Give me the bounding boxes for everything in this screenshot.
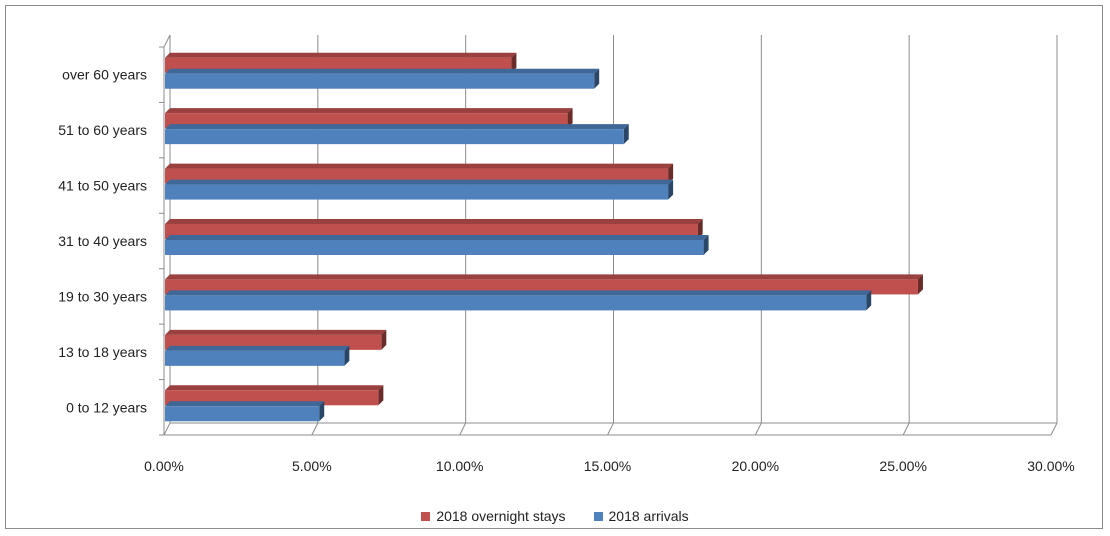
bar-top-face	[165, 53, 516, 58]
legend-item-overnight: 2018 overnight stays	[421, 508, 565, 524]
bar-top-face	[165, 274, 923, 279]
x-tick-label: 20.00%	[732, 458, 779, 474]
bar-top-face	[165, 164, 673, 169]
bar-top-face	[165, 401, 324, 406]
bar-arrivals	[165, 240, 704, 255]
floor-gridline	[164, 423, 170, 435]
y-category-label: 13 to 18 years	[58, 344, 147, 360]
x-tick-label: 0.00%	[144, 458, 184, 474]
floor-gridline	[1051, 423, 1057, 435]
x-tick-label: 15.00%	[584, 458, 631, 474]
y-category-label: 31 to 40 years	[58, 233, 147, 249]
floor-gridline	[903, 423, 909, 435]
floor-gridline	[755, 423, 761, 435]
bar-top-face	[165, 290, 871, 295]
bar-arrivals	[165, 351, 344, 366]
y-category-label: 0 to 12 years	[66, 399, 147, 415]
x-tick-label: 5.00%	[292, 458, 332, 474]
bar-top-face	[165, 330, 386, 335]
bar-arrivals	[165, 295, 866, 310]
legend: 2018 overnight stays 2018 arrivals	[0, 508, 1110, 524]
bar-arrivals	[165, 74, 594, 89]
bar-top-face	[165, 385, 383, 390]
floor-gridline	[460, 423, 466, 435]
bar-top-face	[165, 108, 573, 113]
legend-swatch-arrivals	[594, 512, 603, 521]
x-tick-label: 10.00%	[436, 458, 483, 474]
side-wall-top-edge	[164, 35, 170, 47]
bar-top-face	[165, 69, 599, 74]
bar-top-face	[165, 124, 629, 129]
bar-arrivals	[165, 406, 319, 421]
bar-arrivals	[165, 129, 624, 144]
x-tick-label: 30.00%	[1027, 458, 1074, 474]
legend-swatch-overnight	[421, 512, 430, 521]
bar-top-face	[165, 235, 709, 240]
legend-label-arrivals: 2018 arrivals	[609, 508, 689, 524]
y-category-label: over 60 years	[62, 67, 147, 83]
y-category-label: 41 to 50 years	[58, 178, 147, 194]
bar-top-face	[165, 219, 703, 224]
bar-top-face	[165, 180, 673, 185]
floor-gridline	[608, 423, 614, 435]
x-tick-label: 25.00%	[879, 458, 926, 474]
bar-top-face	[165, 346, 349, 351]
floor-gridline	[312, 423, 318, 435]
legend-item-arrivals: 2018 arrivals	[594, 508, 689, 524]
y-category-label: 51 to 60 years	[58, 122, 147, 138]
bar-arrivals	[165, 185, 668, 200]
legend-label-overnight: 2018 overnight stays	[436, 508, 565, 524]
y-category-label: 19 to 30 years	[58, 288, 147, 304]
